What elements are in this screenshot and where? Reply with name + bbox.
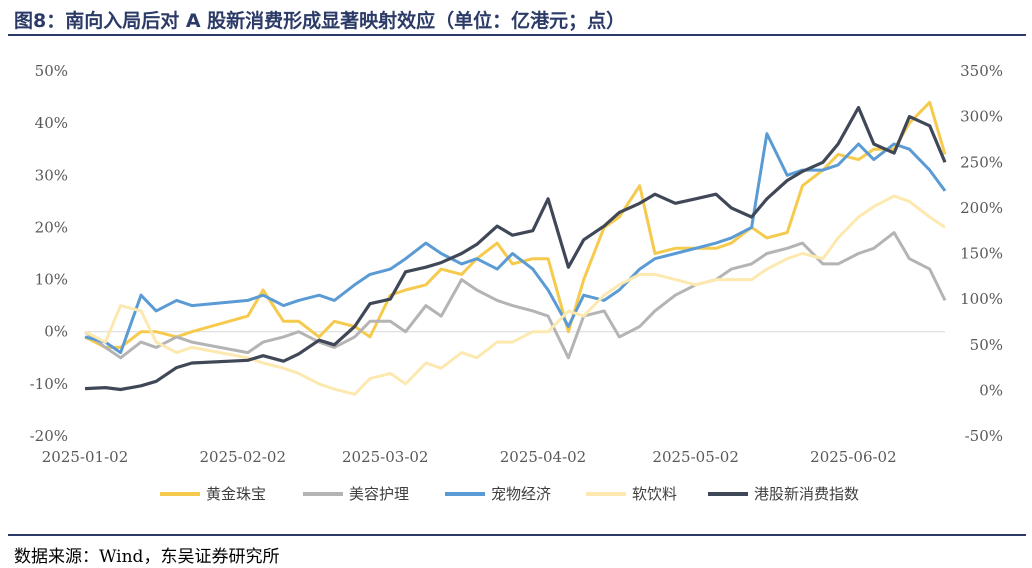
y-right-tick-label: -50% xyxy=(965,427,1003,445)
legend-label: 黄金珠宝 xyxy=(206,485,266,503)
y-axis-left: -20% -10% 0% 10% 20% 30% 40% 50% xyxy=(30,62,68,445)
y-left-tick-label: 50% xyxy=(35,62,68,80)
title-rule xyxy=(8,34,1026,36)
x-tick-label: 2025-05-02 xyxy=(652,448,738,466)
series-line-黄金珠宝 xyxy=(84,100,947,349)
y-right-tick-label: 150% xyxy=(960,245,1003,263)
bottom-rule xyxy=(8,534,1026,536)
y-right-tick-label: 250% xyxy=(960,153,1003,171)
x-tick-label: 2025-02-02 xyxy=(200,448,286,466)
series-lines xyxy=(84,100,947,396)
y-right-tick-label: 200% xyxy=(960,199,1003,217)
y-right-tick-label: 350% xyxy=(960,62,1003,80)
y-right-tick-label: 0% xyxy=(979,381,1003,399)
x-tick-label: 2025-03-02 xyxy=(342,448,428,466)
legend-label: 软饮料 xyxy=(632,485,677,503)
y-left-tick-label: 40% xyxy=(35,114,68,132)
legend: 黄金珠宝 美容护理 宠物经济 软饮料 港股新消费指数 xyxy=(160,485,859,503)
y-left-tick-label: -20% xyxy=(30,427,68,445)
y-left-tick-label: -10% xyxy=(30,375,68,393)
x-tick-label: 2025-01-02 xyxy=(42,448,128,466)
x-tick-label: 2025-06-02 xyxy=(810,448,896,466)
x-axis: 2025-01-02 2025-02-02 2025-03-02 2025-04-02… xyxy=(42,448,897,466)
y-left-tick-label: 0% xyxy=(44,323,68,341)
legend-label: 美容护理 xyxy=(349,485,409,503)
legend-label: 宠物经济 xyxy=(491,485,551,503)
y-right-tick-label: 100% xyxy=(960,290,1003,308)
chart: -20% -10% 0% 10% 20% 30% 40% 50% -50% 0% 50% 100% 1… xyxy=(30,62,1003,503)
chart-title: 图8：南向入局后对 A 股新消费形成显著映射效应（单位：亿港元；点） xyxy=(14,10,626,32)
series-line-软饮料 xyxy=(84,194,946,396)
y-left-tick-label: 10% xyxy=(35,271,68,289)
y-axis-right: -50% 0% 50% 100% 150% 200% 250% 300% 350% xyxy=(960,62,1003,445)
source-note: 数据来源：Wind，东吴证券研究所 xyxy=(14,547,280,567)
legend-label: 港股新消费指数 xyxy=(754,485,859,503)
series-line-港股新消费指数 xyxy=(84,105,947,392)
x-tick-label: 2025-04-02 xyxy=(500,448,586,466)
series-line-美容护理 xyxy=(84,231,947,360)
y-left-tick-label: 20% xyxy=(35,218,68,236)
y-right-tick-label: 300% xyxy=(960,108,1003,126)
y-right-tick-label: 50% xyxy=(970,336,1003,354)
y-left-tick-label: 30% xyxy=(35,166,68,184)
